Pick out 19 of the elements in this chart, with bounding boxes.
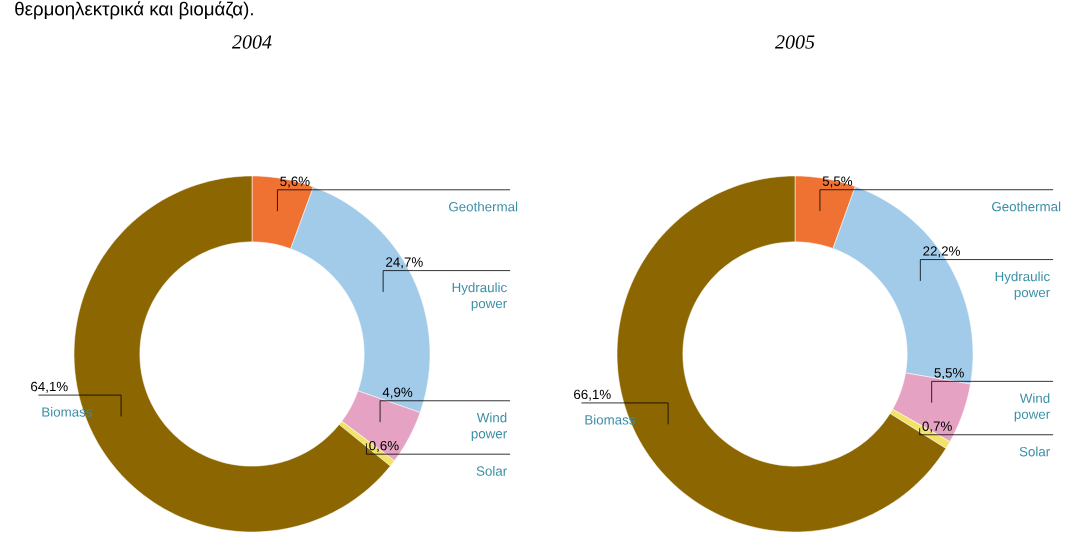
slice-label: Hydraulic power — [452, 282, 507, 311]
data-label: 64,1% — [31, 381, 68, 393]
slice-label: Solar — [1019, 446, 1050, 457]
chart-title: 2005 — [775, 35, 815, 49]
chart-title: 2004 — [232, 35, 272, 49]
data-label: 4,9% — [382, 387, 413, 399]
data-label: 5,5% — [934, 368, 964, 380]
data-label: 0,6% — [369, 440, 399, 452]
slice-label: Hydraulic power — [995, 271, 1050, 300]
slice-label: Wind power — [1014, 393, 1050, 422]
data-label: 66,1% — [574, 389, 611, 401]
slice-label: Solar — [476, 466, 507, 476]
slice-label: Wind power — [471, 412, 507, 442]
slice-label: Geothermal — [992, 201, 1061, 212]
slice-label: Geothermal — [449, 201, 518, 212]
data-label: 0,7% — [922, 421, 952, 433]
data-label: 22,2% — [923, 246, 960, 258]
data-label: 24,7% — [386, 257, 423, 269]
text: θερμοηλεκτρικά και βιομάζα). — [15, 1, 253, 20]
